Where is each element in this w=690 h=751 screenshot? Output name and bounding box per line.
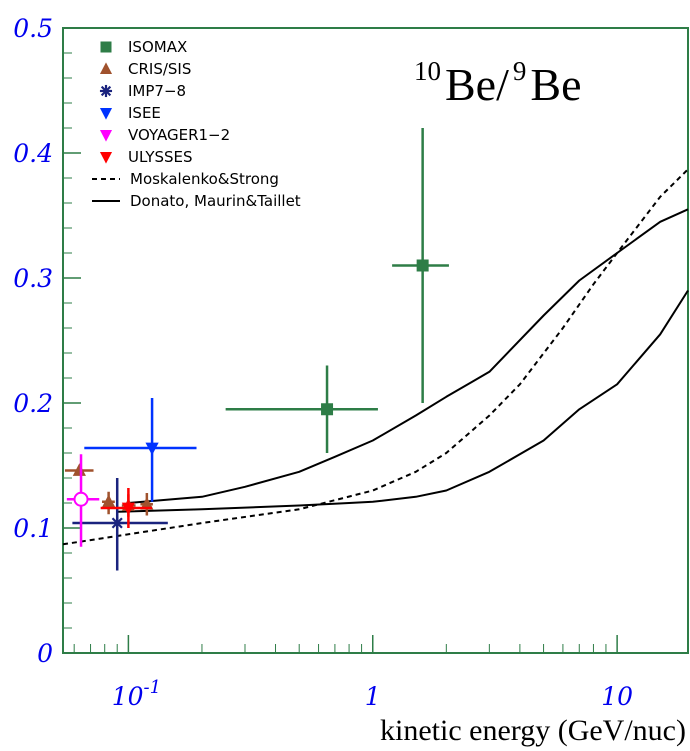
marker-voyager1-2: [73, 491, 89, 507]
title-isotope-b: 9: [513, 56, 527, 86]
marker-imp7-8: [110, 516, 124, 530]
curve-donato-maurin-taillet: [117, 289, 689, 513]
y-axis-ticks: 0 0.1 0.2 0.3 0.4 0.5: [13, 14, 81, 668]
data-point-cris-sis: [140, 493, 154, 516]
title-element-a: Be/: [445, 59, 509, 110]
marker-ulysses: [121, 502, 135, 516]
legend-label: IMP7−8: [128, 82, 186, 100]
data-point-isee: [84, 398, 197, 502]
legend-label: Donato, Maurin&Taillet: [130, 192, 301, 210]
x-tick-label: 10-1: [112, 677, 161, 711]
marker-cris-sis: [102, 494, 116, 508]
legend-item-imp7-8: IMP7−8: [99, 82, 186, 100]
marker-isomax: [416, 259, 429, 272]
y-tick-label: 0.1: [13, 514, 53, 543]
data-point-cris-sis: [102, 491, 116, 515]
marker-cris-sis: [140, 497, 154, 510]
legend-marker-cris-sis: [99, 62, 113, 74]
legend-item-ulysses: ULYSSES: [99, 148, 193, 166]
data-point-cris-sis: [64, 463, 94, 476]
legend-item-isee: ISEE: [99, 104, 161, 122]
legend-marker-voyager1-2: [99, 130, 113, 142]
title-isotope-a: 10: [414, 56, 441, 86]
legend-item-donato-maurin-taillet: Donato, Maurin&Taillet: [92, 192, 301, 210]
data-point-ulysses: [100, 488, 153, 528]
marker-isee: [145, 442, 159, 456]
y-tick-label: 0: [37, 639, 53, 668]
legend-marker-imp7-8: [99, 84, 113, 98]
chart-title: 10 Be/ 9 Be: [414, 56, 582, 110]
x-axis-label: kinetic energy (GeV/nuc): [380, 714, 686, 747]
legend: ISOMAX CRIS/SIS IMP7−8 ISEE VOYAGER1−2 ULYSSE…: [92, 38, 301, 210]
legend-label: ULYSSES: [128, 148, 193, 166]
curve-moskalenko-strong: [62, 168, 689, 546]
legend-marker-isee: [99, 108, 113, 120]
legend-label: ISOMAX: [128, 38, 187, 56]
y-tick-label: 0.5: [13, 14, 53, 43]
data-point-imp7-8: [72, 478, 168, 571]
y-tick-label: 0.2: [13, 389, 53, 418]
legend-label: CRIS/SIS: [128, 60, 191, 78]
data-point-voyager1-2: [66, 454, 100, 547]
legend-label: ISEE: [128, 104, 161, 122]
legend-label: VOYAGER1−2: [128, 126, 230, 144]
legend-marker-isomax: [100, 41, 112, 53]
legend-item-cris-sis: CRIS/SIS: [99, 60, 191, 78]
x-axis-ticks: 10-1 1 10: [73, 635, 633, 711]
curve-donato-maurin-taillet: [128, 208, 689, 504]
legend-item-moskalenko-strong: Moskalenko&Strong: [92, 170, 279, 188]
plot-frame: [62, 27, 689, 654]
y-tick-label: 0.4: [13, 139, 53, 168]
x-tick-label: 10: [601, 682, 633, 711]
legend-label: Moskalenko&Strong: [130, 170, 279, 188]
marker-cris-sis: [72, 463, 86, 476]
legend-marker-ulysses: [99, 152, 113, 164]
plot-area-border: [62, 27, 689, 654]
data-points: [64, 128, 449, 571]
x-tick-label: 1: [365, 682, 381, 711]
legend-item-isomax: ISOMAX: [100, 38, 187, 56]
legend-item-voyager1-2: VOYAGER1−2: [99, 126, 230, 144]
marker-isomax: [321, 403, 334, 416]
data-point-isomax: [225, 365, 378, 453]
model-curves: [62, 168, 689, 546]
data-point-isomax: [392, 128, 449, 403]
title-element-b: Be: [530, 59, 581, 110]
y-tick-label: 0.3: [13, 264, 53, 293]
